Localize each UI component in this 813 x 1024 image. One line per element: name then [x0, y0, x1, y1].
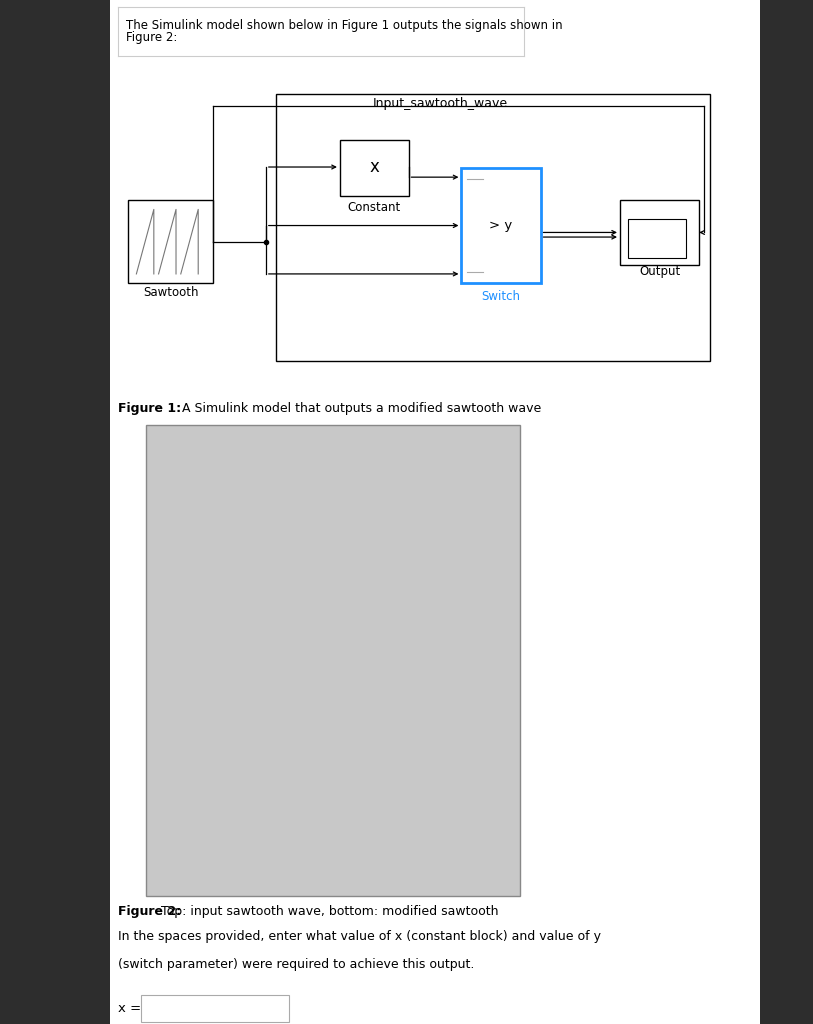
Text: +: +	[502, 516, 508, 524]
Text: Sawtooth: Sawtooth	[143, 286, 198, 299]
Text: Switch: Switch	[481, 291, 520, 303]
FancyBboxPatch shape	[141, 995, 289, 1022]
Text: Figure 2:: Figure 2:	[118, 905, 181, 919]
FancyBboxPatch shape	[620, 201, 699, 264]
FancyBboxPatch shape	[462, 168, 541, 283]
FancyBboxPatch shape	[340, 140, 409, 196]
Text: Sample based   T=10.000: Sample based T=10.000	[359, 877, 485, 887]
Text: x: x	[369, 158, 379, 176]
Bar	[154, 433, 163, 458]
Title: Output: Output	[333, 698, 372, 709]
Text: Scope: Scope	[167, 439, 207, 452]
Text: File   Tools   View   Simulation   Help: File Tools View Simulation Help	[154, 467, 329, 477]
Text: ×: ×	[497, 440, 506, 451]
Text: Top: input sawtooth wave, bottom: modified sawtooth: Top: input sawtooth wave, bottom: modifi…	[157, 905, 498, 919]
Text: Input_sawtooth_wave: Input_sawtooth_wave	[372, 97, 508, 110]
Text: □: □	[475, 440, 485, 451]
Title: Input_sawtooth_wave: Input_sawtooth_wave	[293, 501, 412, 512]
Text: (switch parameter) were required to achieve this output.: (switch parameter) were required to achi…	[118, 958, 474, 971]
Text: x =: x =	[118, 1002, 141, 1015]
Text: ⊙  ◁  ▷  ⊙  ⊙  ❋  ⊕  ⊞  ≡  ✏: ⊙ ◁ ▷ ⊙ ⊙ ❋ ⊕ ⊞ ≡ ✏	[154, 494, 280, 502]
Text: »: »	[506, 467, 511, 477]
Text: Output: Output	[639, 265, 680, 279]
Text: > y: > y	[489, 219, 513, 232]
Text: —: —	[452, 440, 463, 451]
Text: In the spaces provided, enter what value of x (constant block) and value of y: In the spaces provided, enter what value…	[118, 930, 601, 943]
Text: The Simulink model shown below in Figure 1 outputs the signals shown in: The Simulink model shown below in Figure…	[126, 19, 563, 33]
FancyBboxPatch shape	[128, 201, 213, 283]
Text: Ready: Ready	[154, 877, 185, 887]
Text: Figure 1:: Figure 1:	[118, 402, 181, 415]
Text: Figure 2:: Figure 2:	[126, 31, 177, 44]
Text: Constant: Constant	[348, 201, 401, 214]
Text: A Simulink model that outputs a modified sawtooth wave: A Simulink model that outputs a modified…	[178, 402, 541, 415]
